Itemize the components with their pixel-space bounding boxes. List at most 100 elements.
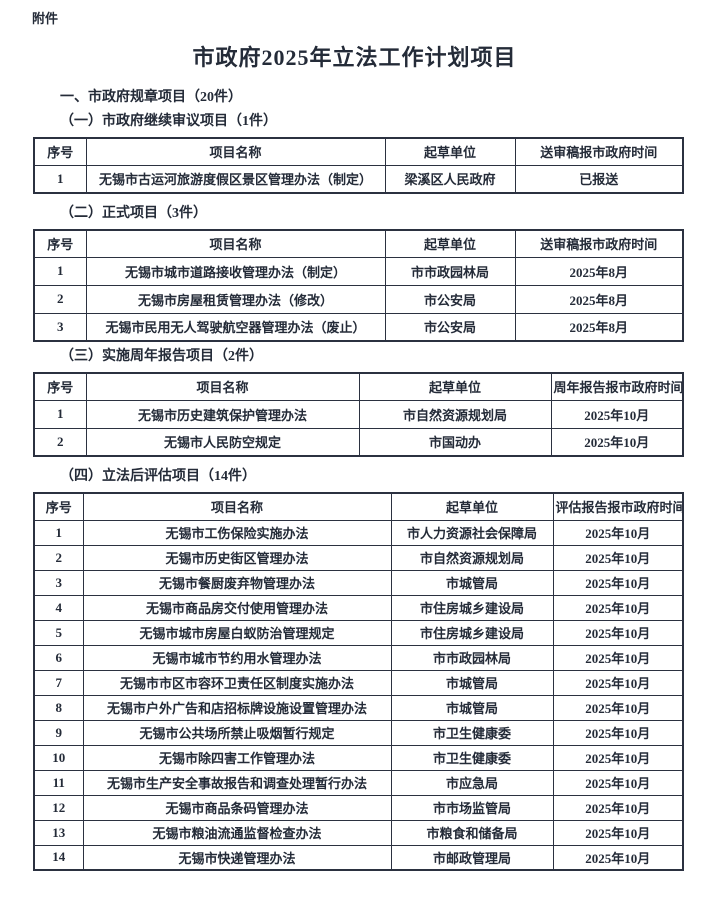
cell-project-name: 无锡市商品条码管理办法 [82, 794, 392, 821]
cell-drafting-unit: 市卫生健康委 [390, 719, 554, 746]
cell-project-name: 无锡市市区市容环卫责任区制度实施办法 [82, 669, 392, 696]
cell-project-name: 无锡市快递管理办法 [82, 844, 392, 871]
cell-index: 12 [33, 794, 84, 821]
column-header-drafting-unit: 起草单位 [358, 372, 552, 401]
cell-project-name: 无锡市人民防空规定 [85, 427, 360, 457]
header-row: 序号 项目名称 起草单位 评估报告报市政府时间 [33, 492, 684, 521]
cell-project-name: 无锡市工伤保险实施办法 [82, 519, 392, 546]
table-row: 1 无锡市历史建筑保护管理办法 市自然资源规划局 2025年10月 [33, 399, 684, 429]
cell-report-time: 2025年10月 [550, 399, 684, 429]
column-header-project-name: 项目名称 [85, 372, 360, 401]
cell-project-name: 无锡市房屋租赁管理办法（修改） [85, 284, 386, 314]
table-row: 1 无锡市古运河旅游度假区景区管理办法（制定） 梁溪区人民政府 已报送 [33, 164, 684, 194]
table-row: 2 无锡市历史街区管理办法 市自然资源规划局 2025年10月 [33, 544, 684, 571]
cell-index: 4 [33, 594, 84, 621]
table-row: 3 无锡市民用无人驾驶航空器管理办法（废止） 市公安局 2025年8月 [33, 312, 684, 342]
cell-index: 2 [33, 544, 84, 571]
cell-drafting-unit: 市粮食和储备局 [390, 819, 554, 846]
cell-drafting-unit: 市公安局 [384, 312, 516, 342]
table-row: 2 无锡市人民防空规定 市国动办 2025年10月 [33, 427, 684, 457]
cell-report-time: 2025年10月 [552, 744, 684, 771]
cell-report-time: 2025年10月 [552, 569, 684, 596]
cell-drafting-unit: 市市政园林局 [384, 256, 516, 286]
column-header-project-name: 项目名称 [82, 492, 392, 521]
cell-index: 1 [33, 519, 84, 546]
cell-report-time: 2025年10月 [552, 794, 684, 821]
column-header-index: 序号 [33, 492, 84, 521]
subsection-heading: （一）市政府继续审议项目（1件） [60, 114, 277, 129]
table-row: 12 无锡市商品条码管理办法 市市场监管局 2025年10月 [33, 794, 684, 821]
cell-drafting-unit: 市公安局 [384, 284, 516, 314]
header-row: 序号 项目名称 起草单位 周年报告报市政府时间 [33, 372, 684, 401]
cell-project-name: 无锡市户外广告和店招标牌设施设置管理办法 [82, 694, 392, 721]
cell-drafting-unit: 市市场监管局 [390, 794, 554, 821]
cell-drafting-unit: 市自然资源规划局 [358, 399, 552, 429]
column-header-report-time: 评估报告报市政府时间 [552, 492, 684, 521]
cell-project-name: 无锡市历史街区管理办法 [82, 544, 392, 571]
column-header-index: 序号 [33, 372, 87, 401]
cell-project-name: 无锡市民用无人驾驶航空器管理办法（废止） [85, 312, 386, 342]
table-row: 4 无锡市商品房交付使用管理办法 市住房城乡建设局 2025年10月 [33, 594, 684, 621]
cell-report-time: 2025年10月 [550, 427, 684, 457]
table-row: 3 无锡市餐厨废弃物管理办法 市城管局 2025年10月 [33, 569, 684, 596]
subsection-heading: （四）立法后评估项目（14件） [60, 469, 256, 484]
cell-report-time: 2025年10月 [552, 819, 684, 846]
cell-report-time: 2025年10月 [552, 594, 684, 621]
cell-project-name: 无锡市城市节约用水管理办法 [82, 644, 392, 671]
table-row: 10 无锡市除四害工作管理办法 市卫生健康委 2025年10月 [33, 744, 684, 771]
cell-report-time: 已报送 [514, 164, 684, 194]
column-header-index: 序号 [33, 229, 87, 258]
cell-drafting-unit: 市人力资源社会保障局 [390, 519, 554, 546]
cell-project-name: 无锡市历史建筑保护管理办法 [85, 399, 360, 429]
table-row: 1 无锡市工伤保险实施办法 市人力资源社会保障局 2025年10月 [33, 519, 684, 546]
cell-drafting-unit: 市邮政管理局 [390, 844, 554, 871]
project-table-3: 序号 项目名称 起草单位 周年报告报市政府时间 1 无锡市历史建筑保护管理办法 市自然资源… [33, 372, 684, 457]
column-header-report-time: 送审稿报市政府时间 [514, 137, 684, 166]
cell-project-name: 无锡市公共场所禁止吸烟暂行规定 [82, 719, 392, 746]
table-row: 8 无锡市户外广告和店招标牌设施设置管理办法 市城管局 2025年10月 [33, 694, 684, 721]
cell-report-time: 2025年10月 [552, 844, 684, 871]
header-row: 序号 项目名称 起草单位 送审稿报市政府时间 [33, 137, 684, 166]
table-row: 5 无锡市城市房屋白蚁防治管理规定 市住房城乡建设局 2025年10月 [33, 619, 684, 646]
cell-drafting-unit: 市住房城乡建设局 [390, 619, 554, 646]
cell-index: 8 [33, 694, 84, 721]
cell-index: 3 [33, 312, 87, 342]
cell-drafting-unit: 市国动办 [358, 427, 552, 457]
cell-drafting-unit: 市城管局 [390, 669, 554, 696]
cell-project-name: 无锡市城市房屋白蚁防治管理规定 [82, 619, 392, 646]
cell-index: 7 [33, 669, 84, 696]
cell-project-name: 无锡市粮油流通监督检查办法 [82, 819, 392, 846]
cell-drafting-unit: 市住房城乡建设局 [390, 594, 554, 621]
main-section-heading: 一、市政府规章项目（20件） [60, 90, 242, 105]
cell-index: 1 [33, 164, 87, 194]
subsection: （四）立法后评估项目（14件） 序号 项目名称 起草单位 评估报告报市政府时间 1 无锡… [0, 467, 709, 871]
table-row: 1 无锡市城市道路接收管理办法（制定） 市市政园林局 2025年8月 [33, 256, 684, 286]
cell-report-time: 2025年10月 [552, 669, 684, 696]
subsection-heading: （二）正式项目（3件） [60, 206, 207, 221]
cell-drafting-unit: 市市政园林局 [390, 644, 554, 671]
cell-project-name: 无锡市餐厨废弃物管理办法 [82, 569, 392, 596]
cell-index: 14 [33, 844, 84, 871]
table-row: 7 无锡市市区市容环卫责任区制度实施办法 市城管局 2025年10月 [33, 669, 684, 696]
cell-drafting-unit: 市城管局 [390, 694, 554, 721]
subsection: （二）正式项目（3件） 序号 项目名称 起草单位 送审稿报市政府时间 1 无锡市城市道路… [0, 204, 709, 342]
cell-report-time: 2025年10月 [552, 769, 684, 796]
cell-index: 1 [33, 256, 87, 286]
column-header-drafting-unit: 起草单位 [384, 137, 516, 166]
cell-report-time: 2025年10月 [552, 719, 684, 746]
cell-report-time: 2025年8月 [514, 284, 684, 314]
cell-index: 2 [33, 427, 87, 457]
cell-drafting-unit: 市城管局 [390, 569, 554, 596]
cell-drafting-unit: 市自然资源规划局 [390, 544, 554, 571]
table-row: 11 无锡市生产安全事故报告和调查处理暂行办法 市应急局 2025年10月 [33, 769, 684, 796]
cell-project-name: 无锡市生产安全事故报告和调查处理暂行办法 [82, 769, 392, 796]
column-header-drafting-unit: 起草单位 [390, 492, 554, 521]
cell-drafting-unit: 市应急局 [390, 769, 554, 796]
page-title: 市政府2025年立法工作计划项目 [192, 45, 517, 70]
subsection-heading: （三）实施周年报告项目（2件） [60, 349, 263, 364]
cell-index: 1 [33, 399, 87, 429]
column-header-report-time: 周年报告报市政府时间 [550, 372, 684, 401]
column-header-drafting-unit: 起草单位 [384, 229, 516, 258]
cell-index: 2 [33, 284, 87, 314]
